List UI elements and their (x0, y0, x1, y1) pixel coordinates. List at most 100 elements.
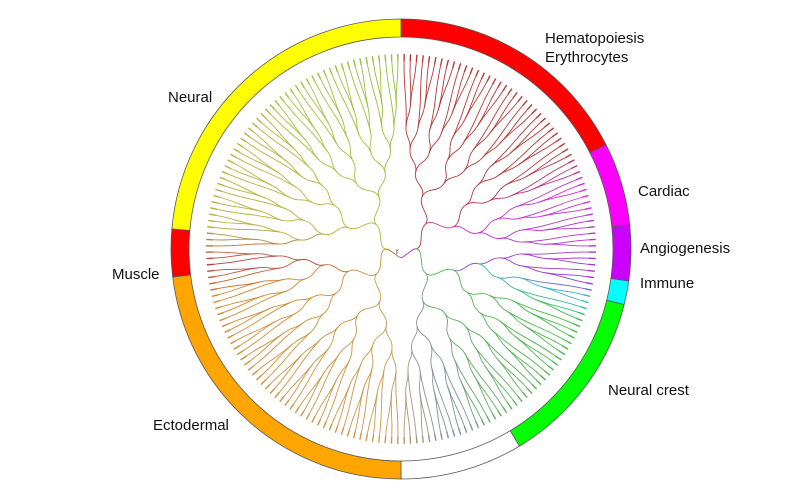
tree-branch-313 (312, 202, 337, 207)
tree-branch-245 (292, 331, 312, 345)
tree-branch-97 (424, 268, 454, 276)
tree-branch-175 (430, 344, 433, 368)
tree-branch-147 (464, 325, 484, 340)
tree-branch-351 (328, 124, 338, 146)
leaf-tip-187 (371, 56, 375, 64)
leaf-tip-70 (539, 374, 546, 381)
tree-branch-211 (348, 387, 365, 430)
tree-branch-290 (301, 233, 325, 241)
leaf-tip-43 (586, 219, 594, 223)
leaf-tip-2 (415, 54, 418, 62)
tree-branch-203 (377, 369, 385, 392)
tree-branch-144 (421, 272, 429, 301)
tree-branch-161 (472, 373, 499, 411)
tree-branch-303 (217, 208, 283, 221)
tree-branch-69 (510, 162, 569, 197)
tree-branch-302 (282, 219, 306, 222)
tree-branch-127 (529, 312, 569, 336)
tree-branch-4 (409, 149, 417, 173)
tree-branch-301 (304, 220, 325, 235)
tree-branch-225 (309, 353, 340, 414)
leaf-tip-109 (316, 418, 322, 426)
tree-branch-46 (481, 143, 500, 159)
tree-branch-230 (328, 326, 339, 348)
leaf-tip-124 (243, 360, 251, 366)
tree-branch-152 (464, 325, 475, 347)
tree-branch-72 (531, 173, 574, 190)
tree-branch-292 (213, 243, 280, 247)
tree-branch-5 (405, 127, 411, 150)
leaf-tip-59 (575, 317, 583, 322)
tree-branch-154 (474, 346, 486, 367)
tree-branch-252 (246, 332, 285, 357)
leaf-tip-82 (480, 418, 486, 426)
dendrogram-tree (206, 54, 596, 444)
tree-branch-198 (391, 370, 397, 393)
leaf-tip-66 (555, 355, 562, 361)
leaf-tip-166 (256, 117, 263, 124)
tree-branch-379 (393, 105, 397, 128)
tree-branch-283 (213, 255, 280, 265)
leaf-tip-71 (535, 379, 542, 386)
tree-branch-272 (220, 279, 284, 302)
leaf-tip-105 (340, 427, 345, 435)
tree-branch-162 (472, 373, 493, 414)
tree-branch-107 (521, 265, 544, 273)
tree-branch-125 (511, 299, 531, 314)
leaf-tip-179 (322, 69, 327, 77)
tree-branch-22 (440, 69, 459, 134)
leaf-tip-177 (311, 75, 316, 83)
tree-branch-133 (465, 291, 480, 313)
leaf-tip-168 (264, 108, 271, 115)
tree-branch-243 (310, 312, 325, 332)
tree-branch-77 (515, 202, 538, 208)
leaf-tip-170 (274, 99, 280, 107)
leaf-tip-117 (274, 391, 280, 399)
tree-branch-274 (218, 281, 261, 296)
leaf-tip-163 (243, 132, 251, 138)
tree-branch-87 (521, 214, 587, 231)
tree-branch-105 (500, 257, 522, 267)
leaf-tip-56 (581, 299, 589, 304)
leaf-tip-151 (211, 200, 219, 204)
tree-branch-88 (521, 229, 544, 232)
tree-branch-368 (367, 108, 371, 132)
tree-branch-93 (522, 241, 545, 245)
tree-branch-98 (452, 262, 478, 272)
tree-branch-134 (478, 311, 500, 322)
tree-branch-82 (518, 215, 542, 219)
tree-branch-362 (331, 73, 360, 135)
tree-branch-195 (385, 325, 393, 349)
tree-branch-378 (385, 61, 395, 128)
tree-branch-258 (236, 320, 277, 341)
tree-branch-341 (274, 109, 307, 142)
leaf-tip-21 (522, 99, 528, 107)
tree-branch-104 (544, 257, 589, 265)
tree-branch-75 (496, 206, 516, 220)
leaf-tip-108 (322, 421, 327, 429)
label-ectodermal: Ectodermal (153, 417, 229, 434)
leaf-tip-173 (289, 88, 295, 95)
leaf-tip-149 (209, 213, 217, 217)
leaf-tip-29 (555, 137, 562, 143)
leaf-tip-176 (305, 78, 311, 86)
tree-branch-190 (403, 392, 407, 437)
leaf-tip-110 (311, 415, 316, 423)
tree-branch-10 (409, 128, 419, 150)
leaf-tip-19 (512, 91, 518, 99)
leaf-tip-79 (497, 409, 502, 417)
tree-branch-118 (516, 288, 536, 301)
tree-branch-216 (331, 383, 351, 425)
tree-branch-224 (338, 337, 355, 355)
tree-branch-40 (472, 94, 509, 151)
leaf-tip-58 (577, 311, 585, 316)
leaf-tip-41 (584, 207, 592, 210)
leaf-tip-134 (215, 305, 223, 310)
tree-branch-83 (541, 202, 584, 217)
tree-branch-251 (249, 332, 285, 362)
tree-branch-76 (515, 179, 577, 208)
tree-branch-56 (508, 127, 545, 155)
leaf-tip-136 (211, 294, 219, 298)
leaf-tip-55 (583, 294, 591, 298)
tree-branch-306 (220, 196, 263, 213)
